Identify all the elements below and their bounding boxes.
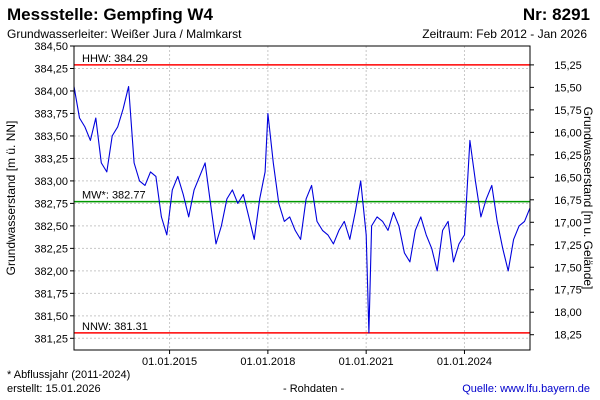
y2-tick-label: 18,00 bbox=[554, 307, 582, 319]
x-tick-label: 01.01.2021 bbox=[339, 356, 394, 368]
x-tick-label: 01.01.2018 bbox=[240, 356, 295, 368]
y2-tick-label: 17,25 bbox=[554, 240, 582, 252]
y2-tick-label: 16,50 bbox=[554, 172, 582, 184]
y-tick-label: 382,50 bbox=[34, 221, 68, 233]
aquifer-label: Grundwasserleiter: Weißer Jura / Malmkar… bbox=[7, 27, 242, 41]
y2-tick-label: 17,75 bbox=[554, 285, 582, 297]
y-tick-label: 381,75 bbox=[34, 288, 68, 300]
y2-tick-label: 15,25 bbox=[554, 60, 582, 72]
y-tick-label: 384,25 bbox=[34, 63, 68, 75]
chart-axes bbox=[70, 45, 534, 354]
ref-label-hhw: HHW: 384.29 bbox=[82, 53, 148, 65]
reference-lines: HHW: 384.29 MW*: 382.77 NNW: 381.31 bbox=[74, 53, 530, 334]
y2-tick-label: 15,50 bbox=[554, 82, 582, 94]
y-tick-label: 383,00 bbox=[34, 176, 68, 188]
y-tick-label: 384,50 bbox=[34, 41, 68, 53]
y-tick-label: 381,50 bbox=[34, 311, 68, 323]
period-label: Zeitraum: Feb 2012 - Jan 2026 bbox=[422, 27, 587, 41]
y-tick-label: 384,00 bbox=[34, 86, 68, 98]
created-date: erstellt: 15.01.2026 bbox=[7, 383, 101, 395]
y2-tick-label: 18,25 bbox=[554, 330, 582, 342]
page-title: Messstelle: Gempfing W4 bbox=[7, 5, 213, 24]
y2-tick-label: 17,00 bbox=[554, 217, 582, 229]
y2-tick-label: 16,00 bbox=[554, 127, 582, 139]
x-tick-label: 01.01.2024 bbox=[437, 356, 492, 368]
ref-label-nnw: NNW: 381.31 bbox=[82, 321, 148, 333]
y-tick-label: 382,00 bbox=[34, 266, 68, 278]
y-tick-label: 382,75 bbox=[34, 198, 68, 210]
water-level-series bbox=[73, 85, 531, 334]
source-label: Quelle: bbox=[462, 383, 501, 395]
y2-tick-label: 15,75 bbox=[554, 105, 582, 117]
chart-grid bbox=[74, 45, 530, 350]
station-number: Nr: 8291 bbox=[522, 5, 590, 24]
y-tick-label: 383,25 bbox=[34, 153, 68, 165]
y-tick-label: 381,25 bbox=[34, 333, 68, 345]
y-tick-label: 382,25 bbox=[34, 243, 68, 255]
tick-labels: 384,50 384,25 384,00 383,75 383,50 383,25 383,… bbox=[4, 41, 595, 368]
y-tick-label: 383,50 bbox=[34, 131, 68, 143]
ref-label-mw: MW*: 382.77 bbox=[82, 190, 146, 202]
source-url[interactable]: www.lfu.bayern.de bbox=[500, 383, 590, 395]
footnote-abflussjahr: * Abflussjahr (2011-2024) bbox=[7, 369, 131, 381]
y-axis-title: Grundwasserstand [m ü. NN] bbox=[4, 121, 18, 276]
y-tick-label: 383,75 bbox=[34, 108, 68, 120]
plot-frame bbox=[73, 45, 531, 351]
y2-tick-label: 16,25 bbox=[554, 150, 582, 162]
y2-tick-label: 16,75 bbox=[554, 195, 582, 207]
series-layer bbox=[73, 85, 531, 334]
x-tick-label: 01.01.2015 bbox=[142, 356, 197, 368]
y2-tick-label: 17,50 bbox=[554, 262, 582, 274]
raw-data-label: - Rohdaten - bbox=[283, 383, 345, 395]
y2-axis-title: Grundwasserstand [m u. Gelände] bbox=[581, 107, 595, 290]
source-link[interactable]: Quelle: www.lfu.bayern.de bbox=[462, 383, 590, 395]
